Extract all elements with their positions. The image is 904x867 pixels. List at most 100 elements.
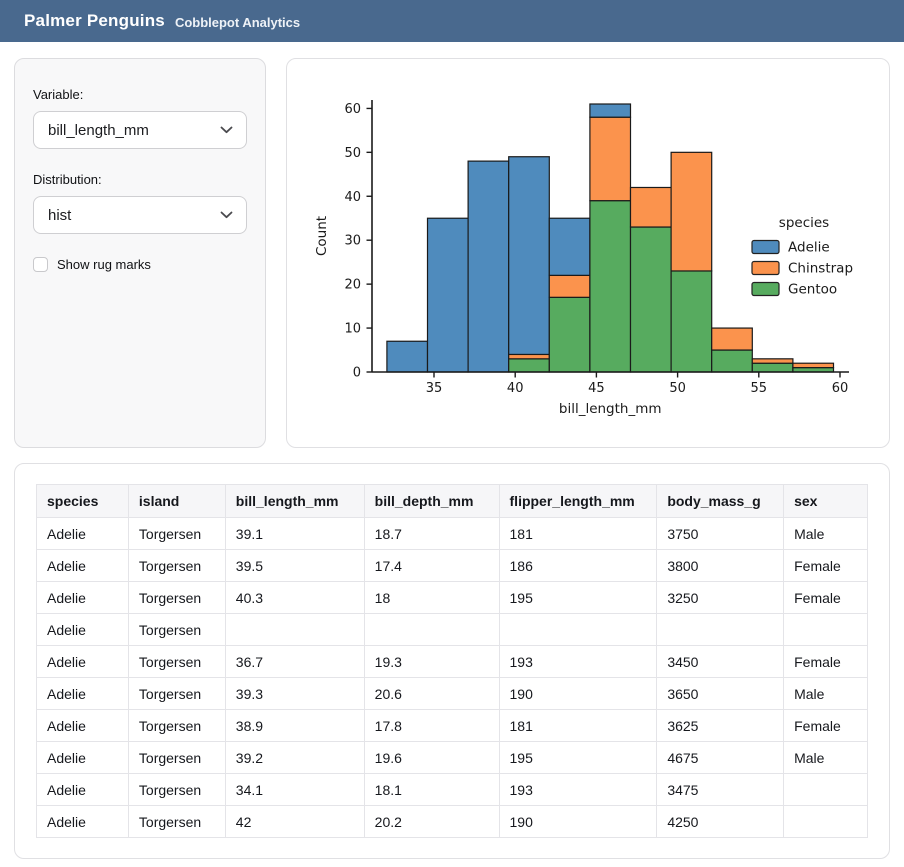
table-cell bbox=[656, 613, 785, 646]
histogram-bar-adelie bbox=[426, 217, 469, 373]
histogram-bar-gentoo bbox=[508, 358, 550, 373]
column-header: bill_depth_mm bbox=[363, 484, 500, 518]
histogram-bar-gentoo bbox=[751, 362, 794, 373]
x-tick-label: 35 bbox=[426, 381, 443, 396]
app-title: Palmer Penguins bbox=[24, 11, 165, 30]
table-cell: 39.2 bbox=[224, 741, 365, 774]
table-cell: 17.8 bbox=[363, 709, 500, 742]
y-axis-label: Count bbox=[314, 216, 330, 256]
column-header: body_mass_g bbox=[656, 484, 785, 518]
table-cell: 195 bbox=[498, 581, 658, 614]
y-tick-label: 20 bbox=[344, 278, 361, 293]
x-tick-label: 45 bbox=[588, 381, 605, 396]
distribution-select[interactable]: hist bbox=[33, 196, 247, 234]
histogram-bar-gentoo bbox=[548, 296, 591, 373]
histogram-bar-chinstrap bbox=[670, 151, 713, 272]
table-cell: 38.9 bbox=[224, 709, 365, 742]
histogram-bar-gentoo bbox=[670, 270, 713, 373]
legend-swatch-chinstrap bbox=[751, 260, 780, 276]
table-row: Adelie Torgersen bbox=[36, 613, 868, 646]
table-cell: Torgersen bbox=[127, 773, 226, 806]
table-cell: Male bbox=[783, 741, 868, 774]
histogram-bar-chinstrap bbox=[711, 327, 753, 351]
column-header: island bbox=[127, 484, 226, 518]
histogram-bar-chinstrap bbox=[629, 186, 672, 228]
legend-swatch-adelie bbox=[751, 239, 780, 255]
top-row: Variable: bill_length_mm Distribution: h… bbox=[14, 58, 890, 448]
table-cell: Adelie bbox=[36, 517, 129, 550]
y-tick-label: 30 bbox=[344, 234, 361, 249]
table-header-row: species island bill_length_mm bill_depth_mm… bbox=[36, 484, 868, 518]
penguins-table: species island bill_length_mm bill_depth_mm… bbox=[36, 484, 868, 838]
table-cell: Male bbox=[783, 677, 868, 710]
table-cell: 181 bbox=[498, 517, 658, 550]
distribution-label: Distribution: bbox=[33, 172, 102, 187]
table-cell: Adelie bbox=[36, 549, 129, 582]
histogram-bar-chinstrap bbox=[589, 116, 632, 202]
rug-checkbox-row: Show rug marks bbox=[33, 257, 247, 272]
table-cell: Adelie bbox=[36, 677, 129, 710]
variable-select[interactable]: bill_length_mm bbox=[33, 111, 247, 149]
table-cell: Torgersen bbox=[127, 645, 226, 678]
table-cell: 195 bbox=[498, 741, 658, 774]
histogram-bar-chinstrap bbox=[508, 353, 550, 360]
table-cell: Torgersen bbox=[127, 581, 226, 614]
table-cell: 190 bbox=[498, 677, 658, 710]
table-cell: 39.3 bbox=[224, 677, 365, 710]
table-row: Adelie Torgersen 39.2 19.6 195 4675 Male bbox=[36, 741, 868, 774]
main-content: Variable: bill_length_mm Distribution: h… bbox=[0, 42, 904, 859]
table-cell: Adelie bbox=[36, 613, 129, 646]
table-cell: 3625 bbox=[656, 709, 785, 742]
legend-title: species bbox=[779, 215, 829, 231]
column-header: species bbox=[36, 484, 129, 518]
legend-label-adelie: Adelie bbox=[788, 240, 830, 256]
table-cell: 3475 bbox=[656, 773, 785, 806]
table-cell: Male bbox=[783, 517, 868, 550]
table-cell: 18.1 bbox=[363, 773, 500, 806]
histogram-bar-chinstrap bbox=[548, 274, 591, 298]
variable-select-value: bill_length_mm bbox=[48, 121, 149, 139]
histogram-bar-adelie bbox=[508, 156, 550, 356]
x-tick-label: 40 bbox=[507, 381, 524, 396]
table-cell: 181 bbox=[498, 709, 658, 742]
table-cell: 19.3 bbox=[363, 645, 500, 678]
table-cell: Female bbox=[783, 645, 868, 678]
table-cell: 19.6 bbox=[363, 741, 500, 774]
table-cell: 190 bbox=[498, 805, 658, 838]
rug-checkbox[interactable] bbox=[33, 257, 48, 272]
table-row: Adelie Torgersen 42 20.2 190 4250 bbox=[36, 805, 868, 838]
table-cell: Female bbox=[783, 549, 868, 582]
table-cell: Torgersen bbox=[127, 613, 226, 646]
table-cell: 34.1 bbox=[224, 773, 365, 806]
table-cell: 18 bbox=[363, 581, 500, 614]
histogram-bar-gentoo bbox=[589, 200, 632, 373]
table-cell: 20.2 bbox=[363, 805, 500, 838]
table-cell: 18.7 bbox=[363, 517, 500, 550]
table-row: Adelie Torgersen 39.5 17.4 186 3800 Female bbox=[36, 549, 868, 582]
table-cell bbox=[363, 613, 500, 646]
distribution-select-value: hist bbox=[48, 206, 72, 224]
table-cell: 39.5 bbox=[224, 549, 365, 582]
legend-label-gentoo: Gentoo bbox=[788, 282, 837, 298]
y-tick-label: 10 bbox=[344, 322, 361, 337]
y-tick-label: 0 bbox=[353, 366, 361, 381]
histogram-bar-chinstrap bbox=[751, 358, 794, 364]
table-cell: Adelie bbox=[36, 645, 129, 678]
x-tick-label: 50 bbox=[669, 381, 686, 396]
table-cell: 42 bbox=[224, 805, 365, 838]
table-cell: Torgersen bbox=[127, 805, 226, 838]
histogram-bar-adelie bbox=[548, 217, 591, 276]
table-row: Adelie Torgersen 34.1 18.1 193 3475 bbox=[36, 773, 868, 806]
table-cell: Female bbox=[783, 581, 868, 614]
histogram-bar-adelie bbox=[467, 160, 510, 373]
table-cell: Torgersen bbox=[127, 549, 226, 582]
column-header: flipper_length_mm bbox=[498, 484, 658, 518]
table-cell: Adelie bbox=[36, 581, 129, 614]
table-cell: Torgersen bbox=[127, 677, 226, 710]
table-cell: Torgersen bbox=[127, 517, 226, 550]
table-cell bbox=[498, 613, 658, 646]
controls-panel: Variable: bill_length_mm Distribution: h… bbox=[14, 58, 266, 448]
table-row: Adelie Torgersen 39.3 20.6 190 3650 Male bbox=[36, 677, 868, 710]
table-cell: 3750 bbox=[656, 517, 785, 550]
chart-card: 35 40 45 50 55 60 0 10 20 30 40 50 60 bill_length_mm C… bbox=[286, 58, 890, 448]
